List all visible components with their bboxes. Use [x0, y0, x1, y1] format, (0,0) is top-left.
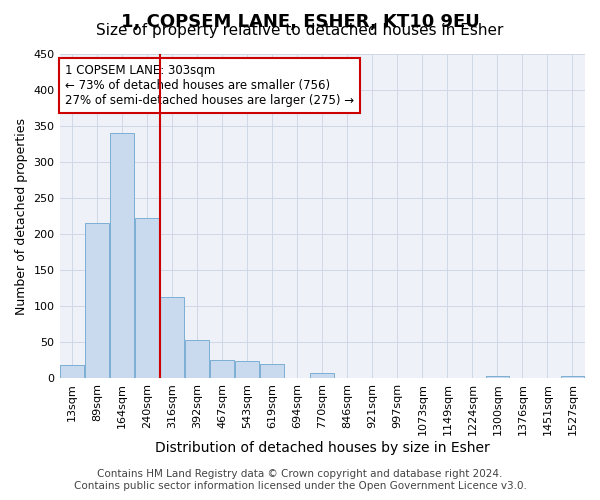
Text: Contains HM Land Registry data © Crown copyright and database right 2024.
Contai: Contains HM Land Registry data © Crown c… — [74, 470, 526, 491]
Bar — [135, 218, 159, 378]
Bar — [210, 360, 234, 378]
Bar — [110, 134, 134, 378]
Bar — [160, 297, 184, 378]
Text: Size of property relative to detached houses in Esher: Size of property relative to detached ho… — [97, 24, 503, 38]
Bar — [260, 364, 284, 378]
Bar — [85, 224, 109, 378]
Bar — [485, 376, 509, 378]
Bar — [310, 374, 334, 378]
Bar — [560, 376, 584, 378]
Text: 1, COPSEM LANE, ESHER, KT10 9EU: 1, COPSEM LANE, ESHER, KT10 9EU — [121, 12, 479, 30]
Text: 1 COPSEM LANE: 303sqm
← 73% of detached houses are smaller (756)
27% of semi-det: 1 COPSEM LANE: 303sqm ← 73% of detached … — [65, 64, 354, 106]
Bar — [60, 366, 84, 378]
Bar — [235, 361, 259, 378]
X-axis label: Distribution of detached houses by size in Esher: Distribution of detached houses by size … — [155, 441, 490, 455]
Y-axis label: Number of detached properties: Number of detached properties — [15, 118, 28, 314]
Bar — [185, 340, 209, 378]
